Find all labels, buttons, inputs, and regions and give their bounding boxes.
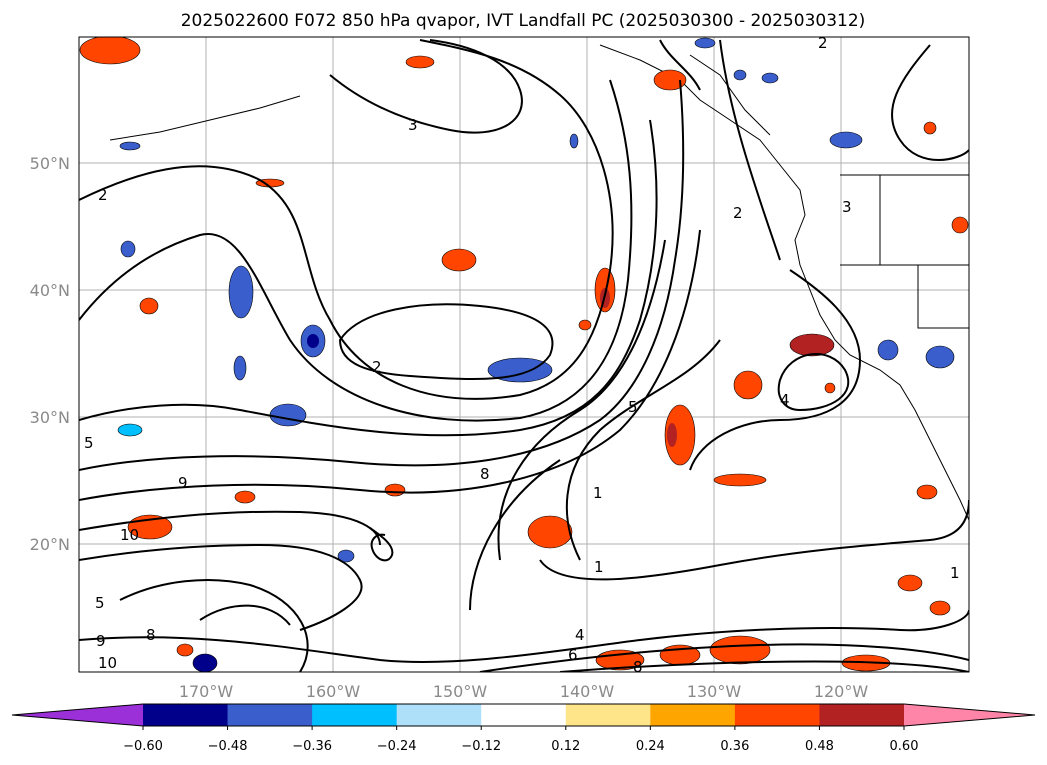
map-gridlines: [79, 37, 969, 672]
contour-label-5-west: 5: [84, 434, 94, 452]
contour-label-10-west: 10: [120, 526, 139, 544]
contour-label-2-center: 2: [372, 358, 382, 376]
colorbar-segment: [734, 704, 820, 726]
colorbar-tick-label: −0.12: [461, 739, 501, 754]
colorbar-extend-max: [904, 704, 1035, 726]
contour-label-1-south: 1: [594, 558, 604, 576]
contour-label-3-north: 3: [408, 116, 418, 134]
contour-label-5-jet: 5: [628, 398, 638, 416]
colorbar-tick-label: 0.24: [636, 739, 665, 754]
map-border: [78, 36, 970, 673]
contour-label-6-bottom: 6: [568, 646, 578, 664]
colorbar-segment: [819, 704, 905, 726]
colorbar-tick-label: 0.48: [805, 739, 834, 754]
contour-label-2-nw: 2: [98, 186, 108, 204]
ivt-contours: [79, 39, 969, 672]
lon-label-130w: 130°W: [687, 682, 742, 701]
colorbar-tick-label: −0.24: [377, 739, 417, 754]
contour-label-2-ne: 2: [818, 34, 828, 52]
contour-label-8-center: 8: [480, 465, 490, 483]
contour-label-9-sw: 9: [96, 632, 106, 650]
colorbar-tick-label: −0.36: [292, 739, 332, 754]
coastline: [109, 44, 969, 521]
colorbar-tick-label: 0.60: [890, 739, 919, 754]
latitude-labels: 50°N 40°N 30°N 20°N: [30, 154, 70, 554]
contour-label-8-sw: 8: [146, 626, 156, 644]
lon-label-160w: 160°W: [306, 682, 361, 701]
map-background: [79, 37, 969, 672]
lat-label-50n: 50°N: [30, 154, 70, 173]
contour-label-1-east: 1: [950, 564, 960, 582]
lat-label-40n: 40°N: [30, 281, 70, 300]
contour-label-5-sw: 5: [95, 594, 105, 612]
figure-title: 2025022600 F072 850 hPa qvapor, IVT Land…: [181, 11, 866, 31]
contour-label-1-center: 1: [593, 484, 603, 502]
colorbar-segment: [650, 704, 736, 726]
contour-label-8-bottom: 8: [633, 658, 643, 676]
lat-label-20n: 20°N: [30, 535, 70, 554]
colorbar-segment: [481, 704, 567, 726]
contour-labels: 2 3 2 5 9 10 8 5 1 1 2 2 4 3 4 6 8 9 8 1…: [84, 34, 960, 676]
positive-anomaly-patches: [79, 37, 969, 672]
lon-label-150w: 150°W: [433, 682, 488, 701]
negative-anomaly-patches: [117, 37, 955, 672]
colorbar-tick-label: 0.12: [551, 739, 580, 754]
contour-label-2-coast: 2: [733, 204, 743, 222]
colorbar-tick-label: −0.60: [123, 739, 163, 754]
colorbar-segment: [227, 704, 313, 726]
colorbar-segment: [565, 704, 651, 726]
lon-label-170w: 170°W: [179, 682, 234, 701]
colorbar-segment: [396, 704, 482, 726]
colorbar: −0.60 −0.48 −0.36 −0.24 −0.12 0.12 0.24 0.36 0.4…: [11, 703, 1036, 754]
colorbar-segment: [143, 704, 229, 726]
lon-label-140w: 140°W: [560, 682, 615, 701]
lat-label-30n: 30°N: [30, 408, 70, 427]
contour-label-10-sw: 10: [98, 654, 117, 672]
colorbar-tick-label: −0.48: [208, 739, 248, 754]
colorbar-tick-label: 0.36: [720, 739, 749, 754]
colorbar-segment: [312, 704, 398, 726]
contour-label-4-bottom: 4: [575, 626, 585, 644]
contour-label-3-coast: 3: [842, 198, 852, 216]
lon-label-120w: 120°W: [814, 682, 869, 701]
colorbar-extend-min: [12, 704, 143, 726]
longitude-labels: 170°W 160°W 150°W 140°W 130°W 120°W: [179, 682, 869, 701]
contour-label-9-west: 9: [178, 474, 188, 492]
contour-label-4-se: 4: [780, 391, 790, 409]
